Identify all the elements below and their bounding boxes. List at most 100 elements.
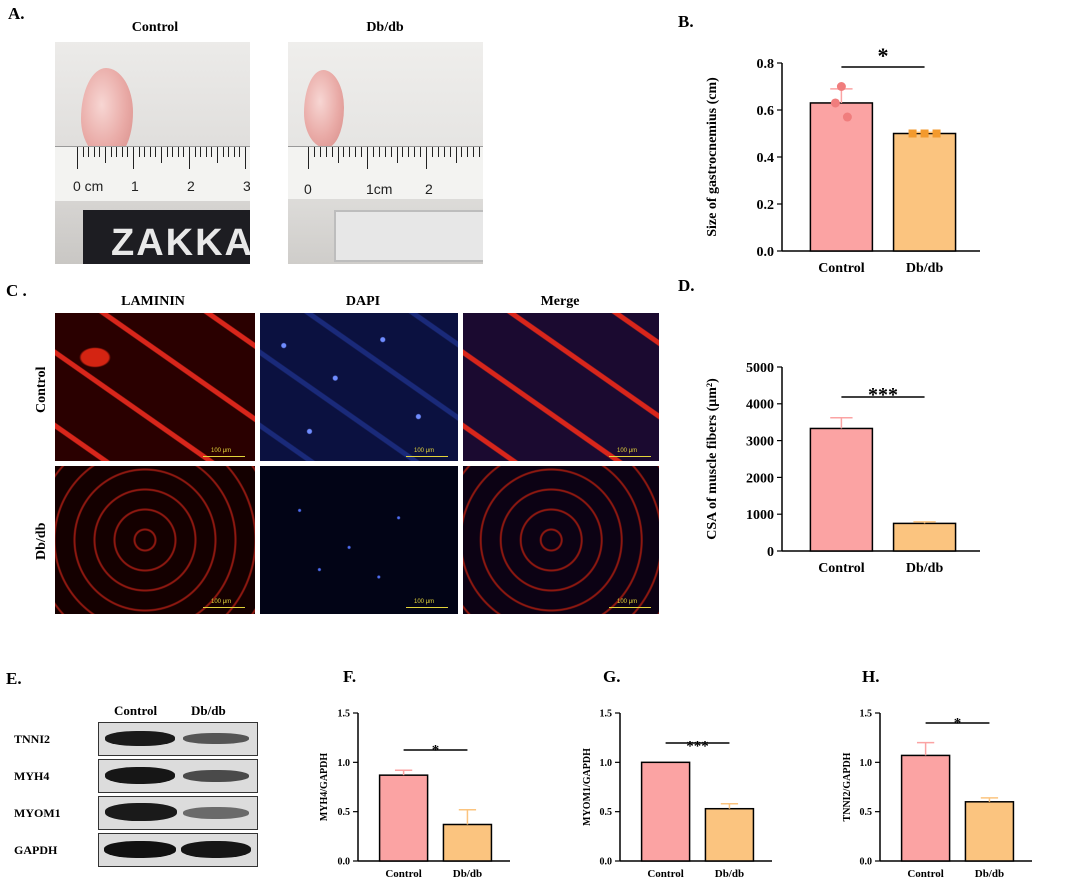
scale-text: 100 μm [211,599,232,605]
micro-merge-control: 100 μm [463,313,659,461]
band-dbdb [183,770,249,782]
band-control [104,841,176,858]
chart-h-y-tick-label: 0.0 [860,857,873,868]
micro-laminin-dbdb: 100 μm [55,466,255,614]
ruler-tick [313,147,315,157]
ruler-tick [402,147,404,157]
panel-label-f: F. [343,667,357,686]
micro-merge-dbdb: 100 μm [463,466,659,614]
ruler-tick [414,147,416,157]
ruler-tick [138,147,140,157]
panel-label-b: B. [678,12,694,31]
scale-bar [203,607,245,608]
ruler-tick [189,147,190,169]
ruler-tick [443,147,445,157]
scale-text: 100 μm [414,599,435,605]
ruler-tick [479,147,481,157]
chart-h-x-tick-label: Db/db [975,868,1004,880]
chart-d-bar-dbdb [892,522,957,552]
scale-text: 100 μm [414,448,435,454]
ruler-tick [367,147,368,169]
band-control [105,731,175,746]
ruler-tick [99,147,101,157]
chart-d-bar-control [809,427,874,552]
ruler-tick [325,147,327,157]
chart-d-y-tick-label: 3000 [746,435,774,450]
ruler-tick [116,147,118,157]
band-control [105,803,177,821]
ruler-tick [408,147,410,157]
chart-g-y-tick-label: 1.0 [600,758,613,769]
chart-b-data-point [920,129,929,138]
chart-g-y-axis-label: MYOM1/GAPDH [582,748,593,826]
chart-b-data-point [830,98,840,108]
panel-label-d: D. [678,276,695,295]
chart-d-y-axis-label: CSA of muscle fibers (μm²) [705,378,720,540]
ruler-tick [372,147,374,157]
micro-col-laminin: LAMININ [121,294,185,309]
blot-strip-myom1 [98,796,258,830]
blot-row-label-tnni2: TNNI2 [14,732,51,746]
chart-d-y-tick-label: 1000 [746,508,774,523]
ruler-tick [194,147,196,157]
ruler-tick [420,147,422,157]
scale-text: 100 μm [211,448,232,454]
ruler-tick [205,147,207,157]
chart-b-y-axis-label: Size of gastrocnemius (cm) [705,77,720,237]
chart-h-bar-control [900,754,951,862]
blot-strip-gapdh [98,833,258,867]
plastic-tray [334,210,483,262]
photo-caption-control: Control [131,20,179,35]
chart-h-y-tick-label: 1.5 [860,709,873,720]
chart-h-y-tick-label: 0.5 [860,807,873,818]
micro-laminin-control: 100 μm [55,313,255,461]
chart-b-y-tick-label: 0.0 [757,245,775,260]
scale-bar [203,456,245,457]
blot-col-dbdb: Db/db [191,703,226,718]
ruler-tick [396,147,398,163]
ruler-mark-1: 1 [131,178,139,194]
ruler-tick [437,147,439,157]
chart-f-y-axis-label: MYH4/GAPDH [319,753,330,822]
chart-d-y-tick-label: 2000 [746,471,774,486]
ruler-tick [233,147,235,157]
micro-row-dbdb: Db/db [34,522,49,560]
ruler-mark-0: 0 cm [73,178,104,194]
chart-f-x-tick-label: Control [385,868,421,880]
chart-b-y-tick-label: 0.6 [757,104,775,119]
ruler-tick [77,147,78,169]
ruler-tick [93,147,95,157]
ruler-tick [166,147,168,157]
ruler-tick [172,147,174,157]
panel-label-e: E. [6,669,22,688]
ruler-tick [144,147,146,157]
blot-row-label-myom1: MYOM1 [14,806,61,820]
chart-g-bar-control [640,761,691,862]
chart-b-data-point [836,82,846,91]
ruler-tick [82,147,84,157]
chart-g-bar-dbdb [704,807,755,862]
ruler-tick [222,147,224,157]
chart-b-data-point [842,112,852,122]
chart-b-data-point [908,129,917,138]
micro-dapi-dbdb: 100 μm [260,466,458,614]
ruler-tick [308,147,309,169]
ruler-mark-3: 3 [243,178,250,194]
panel-label-g: G. [603,667,621,686]
ruler-mark-1: 1cm [366,181,393,197]
micro-row-control: Control [34,366,49,413]
scale-bar [406,607,448,608]
chart-f-y-tick-label: 0.0 [338,857,351,868]
chart-h-x-tick-label: Control [907,868,943,880]
ruler-tick [127,147,129,157]
chart-b-significance-stars: * [877,43,888,68]
chart-b-y-tick-label: 0.4 [757,151,775,166]
ruler-tick [211,147,213,157]
ruler-tick [361,147,363,157]
chart-d-y-tick-label: 0 [767,545,774,560]
ruler-tick [337,147,339,163]
ruler-tick [239,147,241,157]
ruler-tick [177,147,179,157]
chart-b-y-tick-label: 0.2 [757,198,775,213]
chart-g-y-tick-label: 1.5 [600,709,613,720]
